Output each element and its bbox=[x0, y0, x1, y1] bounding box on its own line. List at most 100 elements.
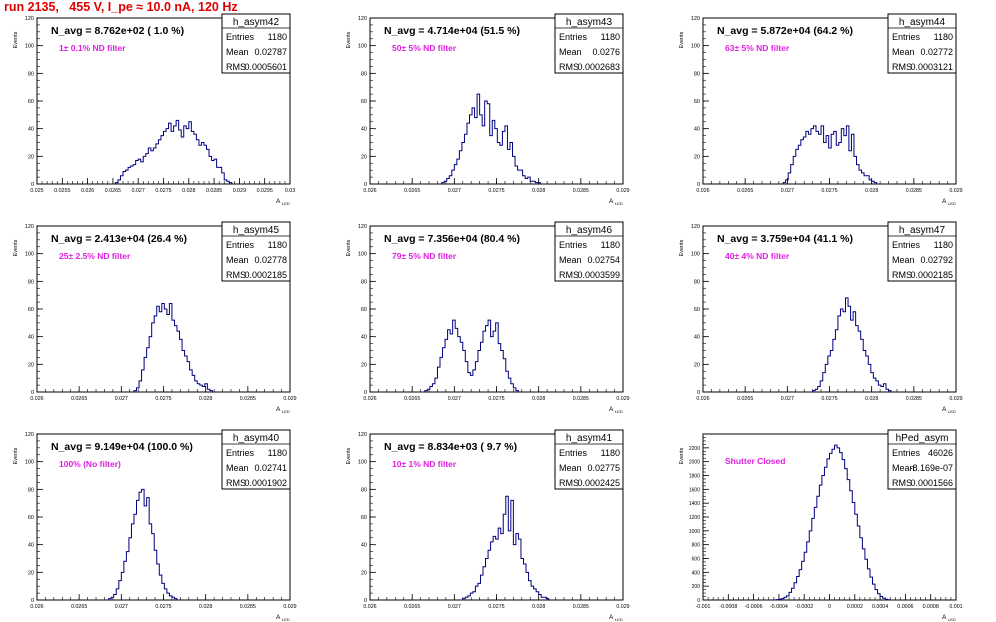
y-tick-label: 80 bbox=[694, 279, 700, 285]
y-tick-label: 60 bbox=[28, 515, 34, 521]
x-axis-label: A bbox=[609, 198, 614, 205]
stats-box bbox=[221, 13, 291, 74]
x-tick-label: 0.029 bbox=[949, 188, 962, 194]
stats-label: Mean bbox=[559, 463, 582, 473]
stats-value: 0.0002185 bbox=[244, 270, 287, 280]
stats-label: RMS bbox=[226, 62, 246, 72]
histogram-line bbox=[812, 297, 892, 392]
x-axis-label-subscript: LED bbox=[615, 617, 623, 622]
n-avg-label: N_avg = 5.872e+04 (64.2 %) bbox=[717, 25, 853, 37]
y-tick-label: 80 bbox=[361, 71, 367, 77]
y-tick-label: 120 bbox=[358, 224, 367, 230]
y-tick-label: 0 bbox=[364, 390, 367, 396]
histogram-line bbox=[114, 119, 233, 184]
y-tick-label: 100 bbox=[691, 44, 700, 50]
y-tick-label: 200 bbox=[692, 584, 701, 590]
y-tick-label: 120 bbox=[25, 432, 34, 438]
x-tick-label: 0.0285 bbox=[573, 396, 589, 402]
filter-annotation: 63± 5% ND filter bbox=[725, 43, 790, 53]
x-tick-label: 0.0275 bbox=[155, 604, 171, 610]
y-tick-label: 1200 bbox=[689, 515, 700, 521]
x-tick-label: 0.027 bbox=[448, 188, 461, 194]
y-tick-label: 0 bbox=[697, 390, 700, 396]
y-tick-label: 1800 bbox=[689, 474, 700, 480]
y-tick-label: 20 bbox=[694, 154, 700, 160]
stats-label: Entries bbox=[559, 32, 588, 42]
stats-value: -8.169e-07 bbox=[909, 463, 953, 473]
y-tick-label: 80 bbox=[361, 279, 367, 285]
x-axis-label-subscript: LED bbox=[282, 409, 290, 414]
y-tick-label: 40 bbox=[28, 335, 34, 341]
stats-label: Entries bbox=[226, 32, 255, 42]
stats-label: RMS bbox=[892, 62, 912, 72]
x-tick-label: 0.0275 bbox=[488, 604, 504, 610]
stats-box bbox=[554, 13, 624, 74]
stats-value: 0.0276 bbox=[592, 47, 620, 57]
x-tick-label: 0.0265 bbox=[105, 188, 121, 194]
y-tick-label: 100 bbox=[25, 44, 34, 50]
y-tick-label: 80 bbox=[28, 279, 34, 285]
stats-label: RMS bbox=[226, 478, 246, 488]
x-tick-label: 0.028 bbox=[199, 604, 212, 610]
x-tick-label: 0.0275 bbox=[488, 396, 504, 402]
histogram-name: h_asym47 bbox=[899, 225, 946, 236]
y-tick-label: 100 bbox=[358, 252, 367, 258]
x-tick-label: 0.027 bbox=[448, 396, 461, 402]
y-tick-label: 0 bbox=[364, 598, 367, 604]
stats-value: 1180 bbox=[268, 32, 287, 42]
histogram-name: h_asym41 bbox=[566, 433, 613, 444]
y-tick-label: 0 bbox=[31, 390, 34, 396]
filter-annotation: 40± 4% ND filter bbox=[725, 251, 790, 261]
x-tick-label: 0.0265 bbox=[737, 188, 753, 194]
stats-box bbox=[554, 429, 624, 490]
x-tick-label: 0.0265 bbox=[71, 396, 87, 402]
y-tick-label: 120 bbox=[25, 224, 34, 230]
y-tick-label: 80 bbox=[694, 71, 700, 77]
x-tick-label: 0.026 bbox=[30, 396, 43, 402]
stats-box bbox=[887, 221, 957, 282]
y-axis-label: Events bbox=[346, 31, 352, 48]
histogram-line bbox=[441, 93, 541, 184]
x-axis-label-subscript: LED bbox=[948, 617, 956, 622]
stats-value: 0.0001902 bbox=[244, 478, 287, 488]
y-tick-label: 100 bbox=[691, 252, 700, 258]
filter-annotation: 100% (No filter) bbox=[59, 459, 121, 469]
filter-annotation: 50± 5% ND filter bbox=[392, 43, 457, 53]
x-tick-label: 0.027 bbox=[781, 188, 794, 194]
stats-label: RMS bbox=[559, 478, 579, 488]
x-axis-label: A bbox=[276, 406, 281, 413]
histogram-panel-h_asym42: 0 20 40 60 80 100 120 0.025 0.0255 0.026 0.0265 0.0… bbox=[13, 13, 295, 206]
x-axis-label: A bbox=[609, 406, 614, 413]
stats-value: 1180 bbox=[268, 448, 287, 458]
y-axis-label: Events bbox=[679, 447, 685, 464]
stats-label: RMS bbox=[559, 62, 579, 72]
y-tick-label: 800 bbox=[692, 543, 701, 549]
stats-value: 46026 bbox=[928, 448, 953, 458]
x-tick-label: 0.026 bbox=[363, 604, 376, 610]
x-tick-label: 0.029 bbox=[616, 396, 629, 402]
histogram-line bbox=[773, 444, 891, 601]
x-tick-label: 0.027 bbox=[781, 396, 794, 402]
x-tick-label: 0.0285 bbox=[906, 396, 922, 402]
y-tick-label: 1600 bbox=[689, 487, 700, 493]
y-tick-label: 0 bbox=[31, 182, 34, 188]
histogram-panel-h_asym45: 0 20 40 60 80 100 120 0.026 0.0265 0.027 0.0275 0.0… bbox=[13, 221, 297, 414]
filter-annotation: 1± 0.1% ND filter bbox=[59, 43, 126, 53]
x-tick-label: 0.0285 bbox=[573, 188, 589, 194]
x-tick-label: 0.028 bbox=[532, 188, 545, 194]
x-tick-label: 0.0285 bbox=[573, 604, 589, 610]
x-tick-label: 0.026 bbox=[363, 396, 376, 402]
stats-label: Entries bbox=[226, 240, 255, 250]
y-tick-label: 120 bbox=[25, 16, 34, 22]
y-tick-label: 40 bbox=[361, 335, 367, 341]
y-tick-label: 1000 bbox=[689, 529, 700, 535]
x-tick-label: 0.026 bbox=[363, 188, 376, 194]
x-axis-label: A bbox=[942, 614, 947, 621]
y-tick-label: 60 bbox=[28, 99, 34, 105]
stats-box bbox=[887, 429, 957, 490]
n-avg-label: N_avg = 8.834e+03 ( 9.7 %) bbox=[384, 441, 517, 453]
x-tick-label: 0.027 bbox=[115, 604, 128, 610]
stats-label: Mean bbox=[892, 47, 915, 57]
y-tick-label: 60 bbox=[361, 307, 367, 313]
